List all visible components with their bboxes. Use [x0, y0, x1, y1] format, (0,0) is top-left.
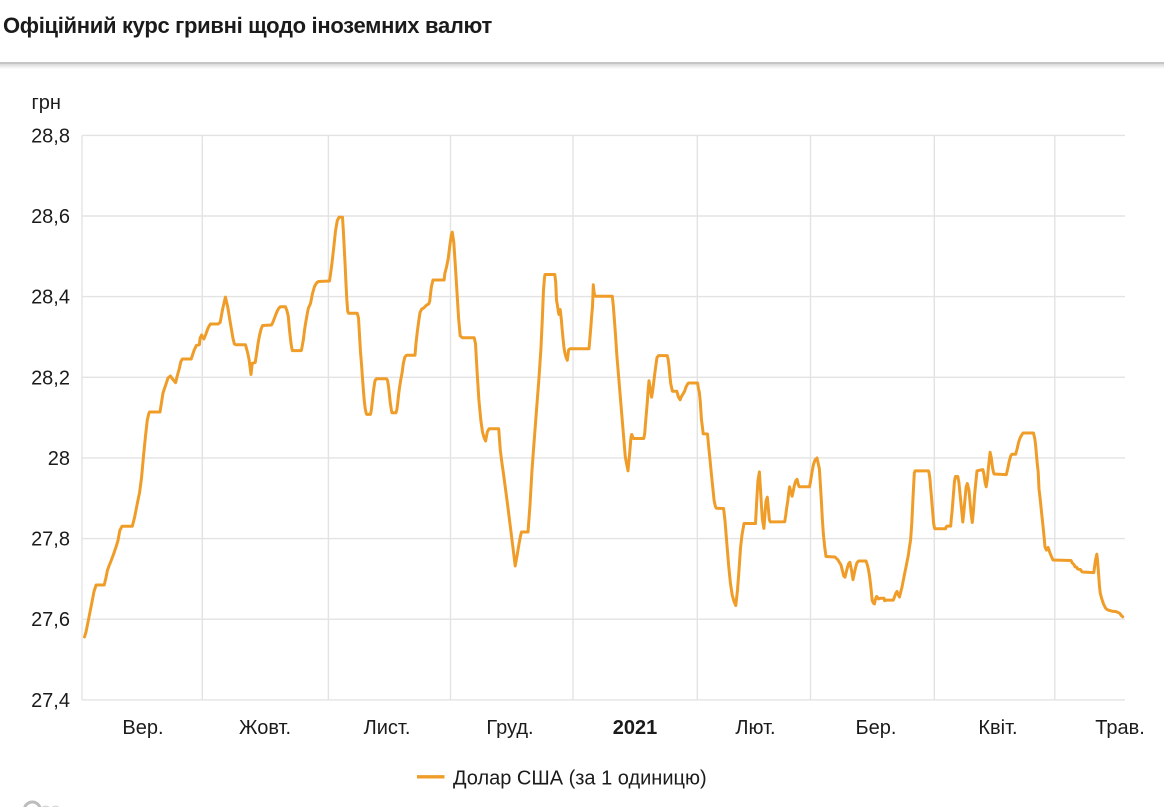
svg-text:Долар США (за 1 одиницю): Долар США (за 1 одиницю): [453, 768, 707, 790]
svg-text:грн: грн: [32, 92, 61, 114]
svg-text:28,4: 28,4: [31, 287, 70, 309]
svg-text:27,4: 27,4: [31, 690, 70, 712]
svg-text:Груд.: Груд.: [486, 717, 533, 739]
svg-text:Лист.: Лист.: [364, 717, 411, 739]
svg-text:28,6: 28,6: [31, 206, 70, 228]
svg-text:Бер.: Бер.: [856, 717, 897, 739]
svg-text:Трав.: Трав.: [1095, 717, 1145, 739]
svg-text:27,6: 27,6: [31, 609, 70, 631]
svg-text:28: 28: [48, 448, 70, 470]
svg-text:Жовт.: Жовт.: [239, 717, 291, 739]
svg-text:28,8: 28,8: [31, 125, 70, 147]
svg-text:Лют.: Лют.: [735, 717, 775, 739]
svg-text:Вер.: Вер.: [122, 717, 163, 739]
svg-text:2021: 2021: [613, 717, 658, 739]
svg-text:Квіт.: Квіт.: [978, 717, 1017, 739]
svg-text:28,2: 28,2: [31, 367, 70, 389]
svg-text:27,8: 27,8: [31, 529, 70, 551]
